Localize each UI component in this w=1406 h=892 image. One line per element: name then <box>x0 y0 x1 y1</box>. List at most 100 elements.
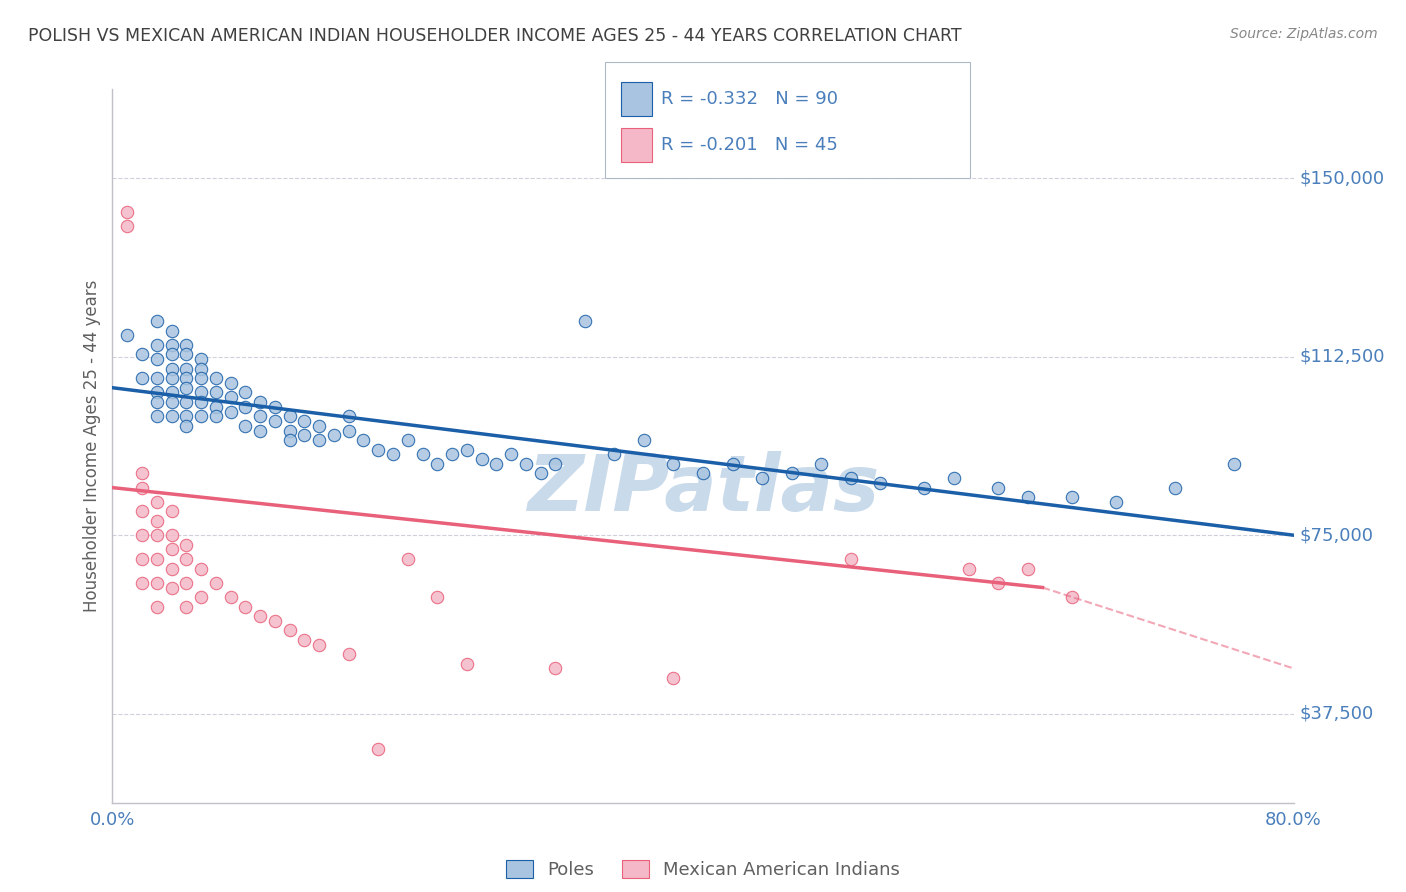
Point <box>1164 481 1187 495</box>
Point <box>1105 495 1128 509</box>
Point <box>292 632 315 647</box>
Point <box>544 457 567 471</box>
Point <box>160 409 183 424</box>
Point <box>914 481 936 495</box>
Point <box>160 542 183 557</box>
Point <box>337 647 360 661</box>
Point <box>987 481 1010 495</box>
Point <box>205 409 228 424</box>
Point <box>174 347 197 361</box>
Point <box>146 514 169 528</box>
Point <box>367 442 389 457</box>
Point <box>396 552 419 566</box>
Point <box>131 528 153 542</box>
Text: ZIPatlas: ZIPatlas <box>527 450 879 527</box>
Text: $75,000: $75,000 <box>1299 526 1374 544</box>
Point <box>117 328 138 343</box>
Point <box>190 371 212 385</box>
Point <box>692 467 714 481</box>
Text: R = -0.332   N = 90: R = -0.332 N = 90 <box>661 90 838 108</box>
Point <box>308 433 330 447</box>
Point <box>426 457 449 471</box>
Point <box>160 395 183 409</box>
Point <box>264 614 287 628</box>
Text: $37,500: $37,500 <box>1299 705 1374 723</box>
Point <box>160 324 183 338</box>
Point <box>308 418 330 433</box>
Point <box>278 409 301 424</box>
Point <box>174 361 197 376</box>
Text: Source: ZipAtlas.com: Source: ZipAtlas.com <box>1230 27 1378 41</box>
Point <box>1223 457 1246 471</box>
Point <box>219 590 242 604</box>
Point <box>131 347 153 361</box>
Point <box>146 575 169 590</box>
Point <box>810 457 832 471</box>
Point <box>190 352 212 367</box>
Point <box>146 338 169 352</box>
Point <box>249 395 271 409</box>
Point <box>205 400 228 414</box>
Point <box>131 552 153 566</box>
Point <box>839 471 862 485</box>
Point <box>160 385 183 400</box>
Point <box>174 599 197 614</box>
Point <box>987 575 1010 590</box>
Point <box>278 433 301 447</box>
Point <box>117 204 138 219</box>
Point <box>146 409 169 424</box>
Point <box>278 424 301 438</box>
Point <box>780 467 803 481</box>
Point <box>396 433 419 447</box>
Point <box>662 671 685 685</box>
Point <box>869 475 891 490</box>
Point <box>515 457 537 471</box>
Point <box>323 428 346 442</box>
Point <box>249 609 271 624</box>
Point <box>1017 561 1039 575</box>
Point <box>160 338 183 352</box>
Point <box>174 409 197 424</box>
Point <box>942 471 965 485</box>
Point <box>174 575 197 590</box>
Point <box>367 742 389 756</box>
Point <box>292 414 315 428</box>
Point <box>233 418 256 433</box>
Point <box>131 504 153 518</box>
Point <box>160 581 183 595</box>
Point <box>190 395 212 409</box>
Point <box>174 418 197 433</box>
Point <box>190 561 212 575</box>
Text: R = -0.201   N = 45: R = -0.201 N = 45 <box>661 136 838 154</box>
Point <box>957 561 980 575</box>
Point <box>751 471 773 485</box>
Legend: Poles, Mexican American Indians: Poles, Mexican American Indians <box>499 853 907 887</box>
Point <box>1017 490 1039 504</box>
Y-axis label: Householder Income Ages 25 - 44 years: Householder Income Ages 25 - 44 years <box>83 280 101 612</box>
Point <box>264 400 287 414</box>
Point <box>219 404 242 418</box>
Point <box>337 409 360 424</box>
Point <box>190 385 212 400</box>
Point <box>190 590 212 604</box>
Point <box>1062 590 1084 604</box>
Point <box>292 428 315 442</box>
Point <box>485 457 508 471</box>
Point <box>131 481 153 495</box>
Text: $150,000: $150,000 <box>1299 169 1385 187</box>
Point <box>131 575 153 590</box>
Point <box>382 447 405 461</box>
Point <box>146 395 169 409</box>
Point <box>146 314 169 328</box>
Point <box>574 314 596 328</box>
Point <box>441 447 464 461</box>
Point <box>233 599 256 614</box>
Point <box>249 409 271 424</box>
Point <box>117 219 138 233</box>
Text: $112,500: $112,500 <box>1299 348 1385 366</box>
Point <box>352 433 374 447</box>
Point <box>174 371 197 385</box>
Point <box>1062 490 1084 504</box>
Point <box>337 424 360 438</box>
Point <box>308 638 330 652</box>
